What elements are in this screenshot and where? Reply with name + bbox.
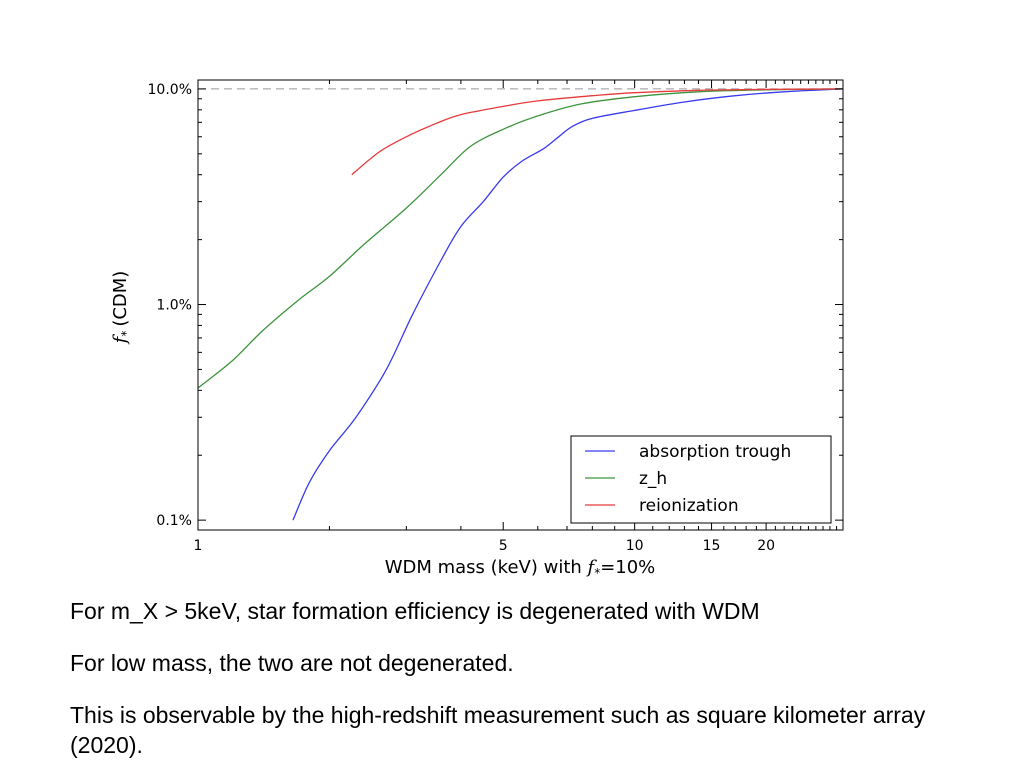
x-tick-label: 20 — [757, 538, 775, 554]
series-lines — [197, 88, 844, 521]
legend-label: z_h — [639, 469, 667, 489]
series-line-z-h — [197, 88, 844, 389]
y-tick-label: 0.1% — [156, 513, 192, 529]
axis-ticks: 1 5 10 15 200.1%1.0%10.0% — [148, 80, 844, 554]
legend: absorption trough z_h reionization — [570, 435, 832, 524]
y-axis-label: f*(CDM) — [110, 271, 133, 346]
y-tick-label: 1.0% — [156, 298, 192, 314]
x-tick-label: 15 — [703, 538, 721, 554]
x-tick-label: 5 — [499, 538, 508, 554]
series-line-reionization — [351, 88, 844, 176]
x-tick-label: 1 — [194, 538, 203, 554]
chart: 1 5 10 15 200.1%1.0%10.0% absorption troughz… — [110, 79, 844, 580]
x-tick-label: 10 — [626, 538, 644, 554]
caption-3: This is observable by the high-redshift … — [70, 702, 926, 758]
x-axis-label: WDM mass (keV) with f*=10% — [385, 557, 656, 580]
series-line-absorption-trough — [292, 88, 844, 521]
caption-1: For m_X > 5keV, star formation efficienc… — [70, 598, 760, 624]
y-tick-label: 10.0% — [148, 82, 192, 98]
legend-label: reionization — [639, 496, 739, 516]
legend-label: absorption trough — [639, 442, 791, 462]
caption-2: For low mass, the two are not degenerate… — [70, 650, 514, 676]
